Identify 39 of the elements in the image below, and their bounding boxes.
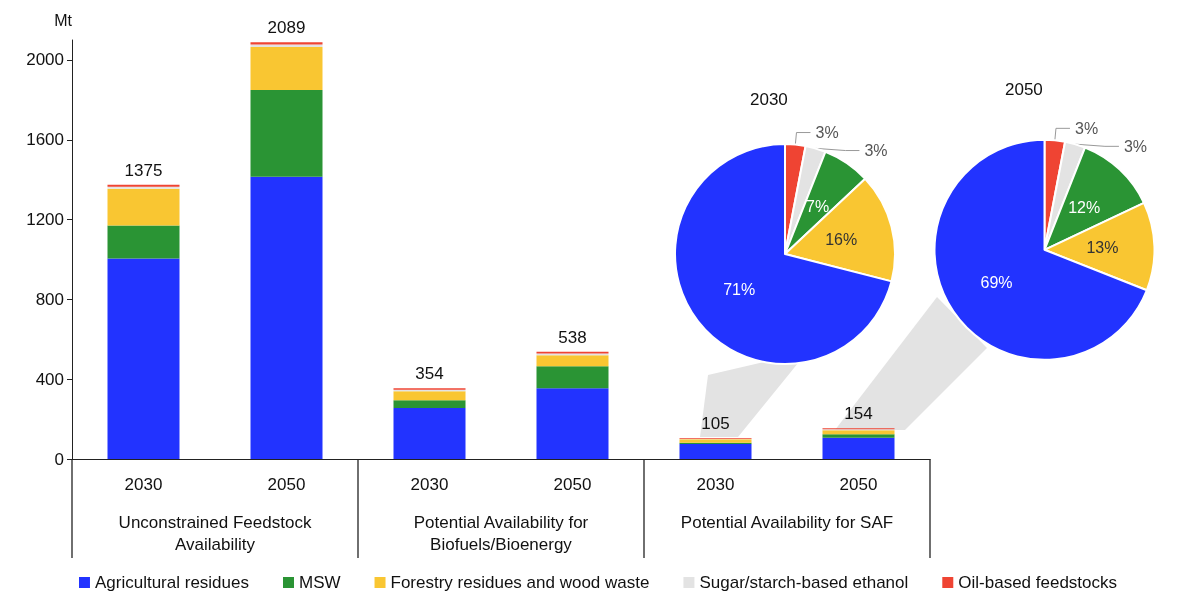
data-label: 71% xyxy=(723,281,756,299)
data-label: 16% xyxy=(825,231,858,249)
x-tick-label: 2030 xyxy=(695,474,736,496)
y-tick-label: 1200 xyxy=(26,210,64,230)
y-tick-label: 1600 xyxy=(26,130,64,150)
total-label: 105 xyxy=(701,414,730,434)
x-tick-label: 2050 xyxy=(552,474,593,496)
y-tick-label: 0 xyxy=(54,449,64,469)
legend-label: MSW xyxy=(298,573,341,592)
text: Potential Availability for Biofuels/Bioenergy xyxy=(412,512,590,556)
total-label: 354 xyxy=(415,364,444,384)
data-label: 7% xyxy=(806,197,830,215)
x-tick-label: 2030 xyxy=(409,474,450,496)
total-label: 2089 xyxy=(267,18,306,38)
total-label: 154 xyxy=(844,404,873,424)
text: Unconstrained Feedstock Availability xyxy=(117,512,313,556)
data-label: 3% xyxy=(864,142,888,160)
data-label: 3% xyxy=(815,124,839,142)
data-label: 13% xyxy=(1086,239,1119,257)
data-label: 3% xyxy=(1123,137,1148,155)
legend-label: Agricultural residues xyxy=(94,573,249,592)
text: Potential Availability for SAF xyxy=(679,512,895,534)
x-tick-label: 2050 xyxy=(266,474,307,496)
chart-title: 2030 xyxy=(750,90,788,109)
chart-title: 2050 xyxy=(1005,80,1043,99)
y-tick-label: 800 xyxy=(35,289,64,309)
y-tick-label: 2000 xyxy=(26,50,64,70)
x-tick-label: 2030 xyxy=(123,474,164,496)
x-tick-label: 2050 xyxy=(838,474,879,496)
data-label: 3% xyxy=(1074,119,1099,137)
data-label: 12% xyxy=(1068,199,1101,217)
y-axis-title: Mt xyxy=(54,11,73,29)
total-label: 1375 xyxy=(124,160,163,180)
legend-label: Oil-based feedstocks xyxy=(958,573,1118,592)
total-label: 538 xyxy=(558,327,587,347)
y-tick-label: 400 xyxy=(35,369,64,389)
legend-label: Sugar/starch-based ethanol xyxy=(699,573,909,592)
legend-label: Forestry residues and wood waste xyxy=(390,573,650,592)
data-label: 69% xyxy=(980,273,1013,291)
